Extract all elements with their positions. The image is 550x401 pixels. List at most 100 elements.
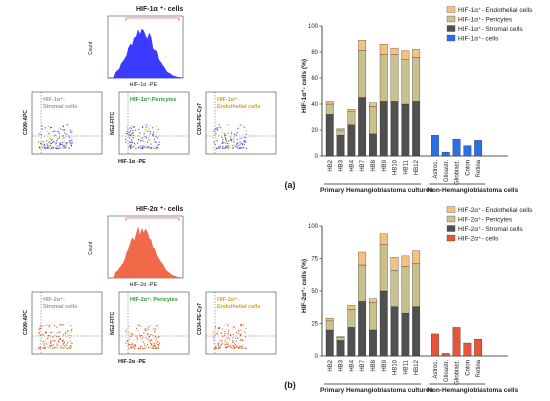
bar-segment	[325, 318, 334, 322]
scatter-dot	[157, 345, 159, 347]
scatter-dot	[38, 146, 40, 148]
scatter-dot	[154, 330, 156, 332]
scatter-dot	[225, 134, 227, 136]
scatter-dot	[58, 339, 60, 341]
scatter-dot	[137, 348, 139, 350]
scatter-dot	[41, 143, 43, 145]
bar-segment	[390, 306, 399, 357]
scatter-dot	[71, 343, 73, 345]
scatter-dot	[135, 147, 137, 149]
scatter-dot	[50, 145, 52, 147]
scatter-dot	[47, 141, 49, 143]
scatter-dot	[127, 131, 129, 133]
scatter-dot	[157, 129, 159, 131]
scatter-dot	[239, 346, 241, 348]
scatter-dot	[71, 137, 73, 139]
scatter-dot	[156, 344, 158, 346]
scatter-dot	[222, 141, 224, 143]
scatter-dot	[144, 141, 146, 143]
scatter-dot	[142, 341, 144, 343]
scatter-dot	[213, 134, 215, 136]
scatter-plot: HIF-1α⁺-Pericytes NG2-FITC	[110, 91, 190, 155]
scatter-dot	[219, 347, 221, 349]
scatter-dot	[46, 343, 48, 345]
scatter-dot	[131, 345, 133, 347]
scatter-dot	[239, 147, 241, 149]
scatter-dot	[217, 332, 219, 334]
scatter-dot	[147, 141, 149, 143]
scatter-dot	[56, 345, 58, 347]
scatter-dot	[137, 324, 139, 326]
scatter-dot	[132, 125, 134, 127]
scatter-dot	[144, 130, 146, 132]
bar-segment	[401, 50, 410, 60]
scatter-dot	[212, 137, 214, 139]
scatter-dot	[61, 347, 63, 349]
scatter-dot	[52, 340, 54, 342]
scatter-dot	[156, 137, 158, 139]
scatter-dot	[134, 126, 136, 128]
scatter-dot	[228, 346, 230, 348]
legend-swatch	[446, 215, 456, 223]
scatter-dot	[137, 147, 139, 149]
scatter-dot	[127, 341, 129, 343]
scatter-dot	[48, 125, 50, 127]
scatter-dot	[224, 339, 226, 341]
scatter-dot	[56, 139, 58, 141]
y-tick-label: 60	[311, 76, 318, 82]
scatter-dot	[42, 325, 44, 327]
scatter-dot	[132, 345, 134, 347]
scatter-dot	[243, 126, 245, 128]
scatter-dot	[55, 145, 57, 147]
scatter-dot	[62, 341, 64, 343]
bar-segment	[358, 251, 367, 266]
scatter-dot	[242, 339, 244, 341]
scatter-dot	[132, 132, 134, 134]
scatter-dot	[234, 343, 236, 345]
scatter-dot	[147, 146, 149, 148]
scatter-dot	[225, 142, 227, 144]
scatter-dot	[239, 144, 241, 146]
scatter-dot	[45, 340, 47, 342]
scatter-dot	[58, 138, 60, 140]
scatter-dot	[55, 332, 57, 334]
scatter-dot	[233, 341, 235, 343]
scatter-dot	[63, 341, 65, 343]
legend-label: HIF-1α⁺- Pericytes	[458, 17, 513, 24]
scatter-dot	[133, 131, 135, 133]
scatter-dot	[218, 124, 220, 126]
scatter-dot	[128, 344, 130, 346]
y-tick-label: 100	[308, 24, 319, 30]
scatter-dot	[50, 126, 52, 128]
scatter-dot	[48, 141, 50, 143]
scatter-dot	[64, 346, 66, 348]
scatter-dot	[134, 345, 136, 347]
scatter-dot	[43, 147, 45, 149]
scatter-dot	[129, 144, 131, 146]
scatter-frame	[31, 91, 103, 155]
scatter-dot	[243, 141, 245, 143]
scatter-dot	[130, 347, 132, 349]
scatter-dot	[69, 334, 71, 336]
scatter-dot	[71, 139, 73, 141]
scatter-dot	[62, 129, 64, 131]
gate-label: HIF-1α⁺-	[217, 96, 239, 103]
scatter-dot	[155, 147, 157, 149]
scatter-dot	[149, 133, 151, 135]
gate-label: Stromal cells	[43, 104, 77, 110]
histogram-ylabel: Count	[88, 41, 94, 55]
scatter-dot	[218, 327, 220, 329]
scatter-dot	[140, 148, 142, 150]
scatter-dot	[50, 342, 52, 344]
scatter-dot	[148, 336, 150, 338]
scatter-dot	[58, 133, 60, 135]
scatter-dot	[225, 138, 227, 140]
scatter-dot	[217, 129, 219, 131]
scatter-dot	[142, 145, 144, 147]
scatter-dot	[229, 334, 231, 336]
scatter-dot	[242, 344, 244, 346]
scatter-dot	[142, 336, 144, 338]
gate-label: HIF-1α⁺-	[43, 96, 65, 103]
scatter-dot	[217, 327, 219, 329]
